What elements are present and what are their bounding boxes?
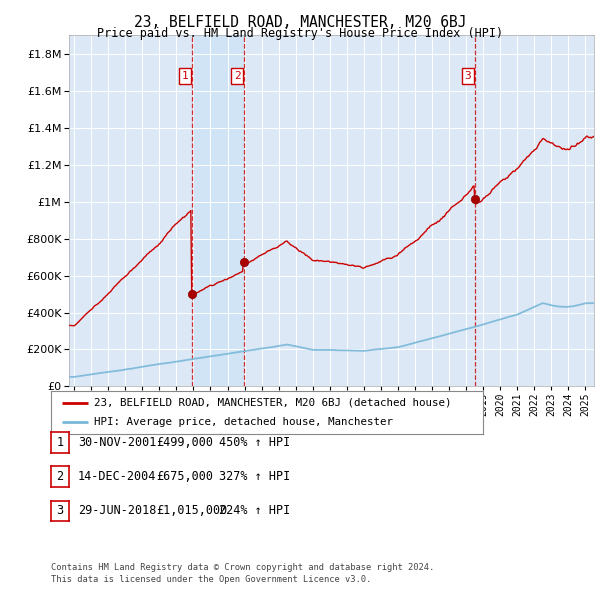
Text: 327% ↑ HPI: 327% ↑ HPI xyxy=(219,470,290,483)
Text: 1: 1 xyxy=(182,71,188,81)
Text: 2: 2 xyxy=(56,470,64,483)
Text: £499,000: £499,000 xyxy=(156,436,213,449)
Text: 3: 3 xyxy=(56,504,64,517)
Text: Price paid vs. HM Land Registry's House Price Index (HPI): Price paid vs. HM Land Registry's House … xyxy=(97,27,503,40)
Text: £675,000: £675,000 xyxy=(156,470,213,483)
Text: Contains HM Land Registry data © Crown copyright and database right 2024.: Contains HM Land Registry data © Crown c… xyxy=(51,563,434,572)
Text: 23, BELFIELD ROAD, MANCHESTER, M20 6BJ: 23, BELFIELD ROAD, MANCHESTER, M20 6BJ xyxy=(134,15,466,30)
Text: 224% ↑ HPI: 224% ↑ HPI xyxy=(219,504,290,517)
Text: £1,015,000: £1,015,000 xyxy=(156,504,227,517)
Text: 23, BELFIELD ROAD, MANCHESTER, M20 6BJ (detached house): 23, BELFIELD ROAD, MANCHESTER, M20 6BJ (… xyxy=(94,398,452,408)
Text: 1: 1 xyxy=(56,436,64,449)
Text: 3: 3 xyxy=(464,71,471,81)
Text: 30-NOV-2001: 30-NOV-2001 xyxy=(78,436,157,449)
Text: 2: 2 xyxy=(233,71,241,81)
Text: 450% ↑ HPI: 450% ↑ HPI xyxy=(219,436,290,449)
Text: HPI: Average price, detached house, Manchester: HPI: Average price, detached house, Manc… xyxy=(94,417,393,427)
Text: 29-JUN-2018: 29-JUN-2018 xyxy=(78,504,157,517)
Text: This data is licensed under the Open Government Licence v3.0.: This data is licensed under the Open Gov… xyxy=(51,575,371,584)
Text: 14-DEC-2004: 14-DEC-2004 xyxy=(78,470,157,483)
Bar xyxy=(192,35,244,386)
